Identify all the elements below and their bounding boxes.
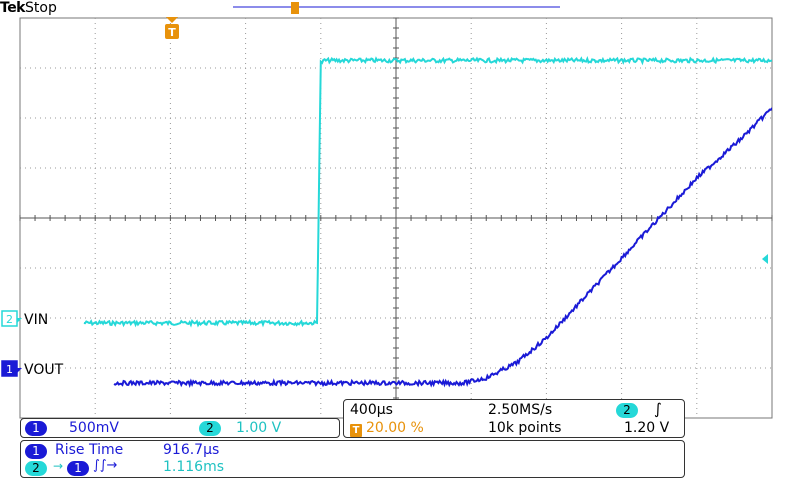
ch1-trace-label: VOUT [24, 362, 64, 378]
rising-edge-icon: ∫ [654, 400, 662, 418]
trigger-position: 20.00 % [366, 420, 424, 436]
vertical-scale-panel: 1 500mV 2 1.00 V [20, 418, 340, 438]
trigger-marker-label: T [168, 26, 176, 39]
trigger-position-bar [233, 2, 560, 14]
record-length: 10k points [488, 420, 562, 436]
measurement-value: 916.7µs [163, 442, 220, 458]
ch1-ground-marker: 1 VOUT [1, 360, 64, 378]
trigger-channel-badge: 2 [616, 403, 638, 418]
arrow-right-icon: → [53, 459, 64, 473]
ch2-ground-marker: 2 VIN [1, 310, 48, 328]
measurement-source-badge: 1 [25, 444, 47, 459]
measurement-value: 1.116ms [163, 459, 225, 475]
brand-logo: Tek [0, 0, 26, 16]
time-per-div: 400µs [350, 402, 393, 418]
measurements-panel: 1 Rise Time 916.7µs 2 → 1 ∫∫→ 1.116ms [20, 440, 685, 478]
header: TekStop [0, 0, 57, 16]
svg-text:2: 2 [6, 313, 13, 326]
trigger-position-icon [291, 2, 299, 14]
sample-rate: 2.50MS/s [488, 402, 553, 418]
graticule-grid [19, 17, 773, 419]
acquisition-status: Stop [25, 0, 57, 16]
delay-edges-icon: ∫∫→ [93, 458, 118, 473]
timebase-panel: 400µs 2.50MS/s 2 ∫ T 20.00 % 10k points … [343, 399, 685, 438]
measurement-source-badge: 2 [25, 461, 47, 476]
trigger-marker: T [165, 17, 179, 39]
measurement-name: Rise Time [55, 442, 124, 458]
waveform-traces [83, 55, 772, 388]
waveform-vin [83, 55, 772, 328]
ch2-trace-label: VIN [24, 312, 48, 328]
svg-text:1: 1 [6, 363, 13, 376]
ch1-scale: 500mV [69, 420, 119, 436]
trigger-level: 1.20 V [624, 420, 670, 436]
trigger-level-arrow-icon [762, 254, 768, 264]
waveform-vout [113, 107, 772, 388]
trigger-position-icon: T [350, 424, 362, 437]
measurement-source2-badge: 1 [67, 461, 89, 476]
ch1-badge: 1 [25, 421, 47, 436]
ch2-badge: 2 [199, 421, 221, 436]
ch2-scale: 1.00 V [236, 420, 282, 436]
